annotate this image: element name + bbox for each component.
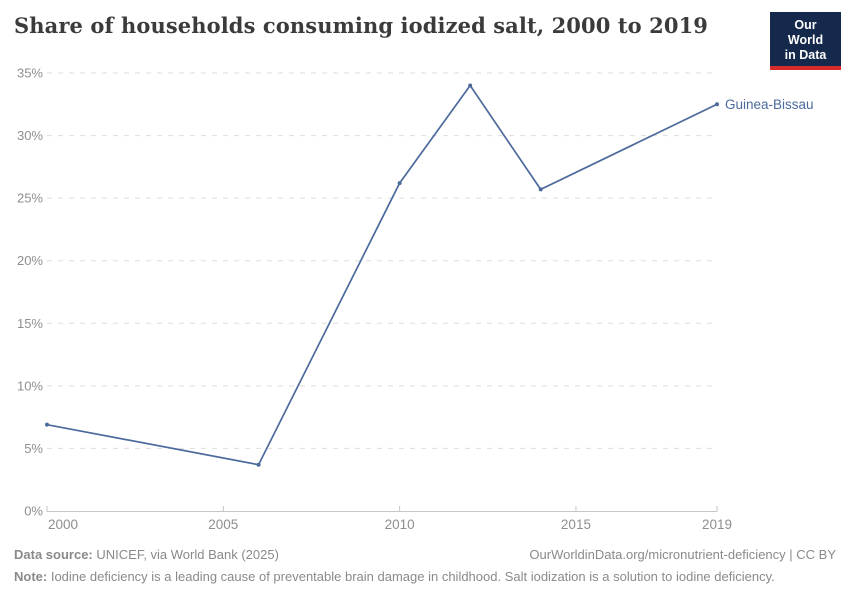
owid-logo-line1: Our World — [787, 18, 824, 47]
x-tick-label: 2019 — [702, 517, 732, 532]
data-source-label: Data source: — [14, 547, 93, 562]
data-source-text: Data source: UNICEF, via World Bank (202… — [14, 545, 279, 565]
data-point-marker[interactable] — [715, 102, 719, 107]
y-tick-label: 25% — [17, 191, 43, 206]
data-source-value: UNICEF, via World Bank (2025) — [96, 547, 279, 562]
y-tick-label: 5% — [24, 441, 43, 456]
data-point-marker[interactable] — [397, 181, 402, 186]
y-tick-label: 0% — [24, 504, 43, 519]
series-line[interactable] — [46, 84, 718, 466]
y-tick-label: 15% — [17, 316, 43, 331]
entity-label[interactable]: Guinea-Bissau — [725, 97, 814, 112]
note-text: Iodine deficiency is a leading cause of … — [50, 569, 775, 585]
footer-license-link: OurWorldinData.org/micronutrient-deficie… — [529, 547, 836, 562]
page-title: Share of households consuming iodized sa… — [14, 13, 709, 38]
data-point-marker[interactable] — [538, 187, 543, 192]
owid-logo-line2: in Data — [784, 47, 827, 62]
data-point-marker[interactable] — [45, 422, 49, 427]
chart-footer: Data source: UNICEF, via World Bank (202… — [14, 545, 836, 587]
note-label: Note: — [14, 569, 48, 585]
y-tick-label: 35% — [17, 66, 43, 81]
data-point-marker[interactable] — [256, 462, 261, 467]
y-tick-label: 10% — [17, 378, 43, 393]
owid-logo: Our World in Data — [770, 12, 841, 71]
chart-note: Note: Iodine deficiency is a leading cau… — [14, 567, 836, 587]
x-tick-label: 2000 — [48, 517, 78, 532]
x-tick-label: 2015 — [561, 517, 591, 532]
y-tick-label: 30% — [17, 128, 43, 143]
y-tick-label: 20% — [17, 253, 43, 268]
data-point-marker[interactable] — [468, 83, 473, 88]
x-tick-label: 2010 — [385, 517, 415, 532]
x-tick-label: 2005 — [208, 517, 238, 532]
